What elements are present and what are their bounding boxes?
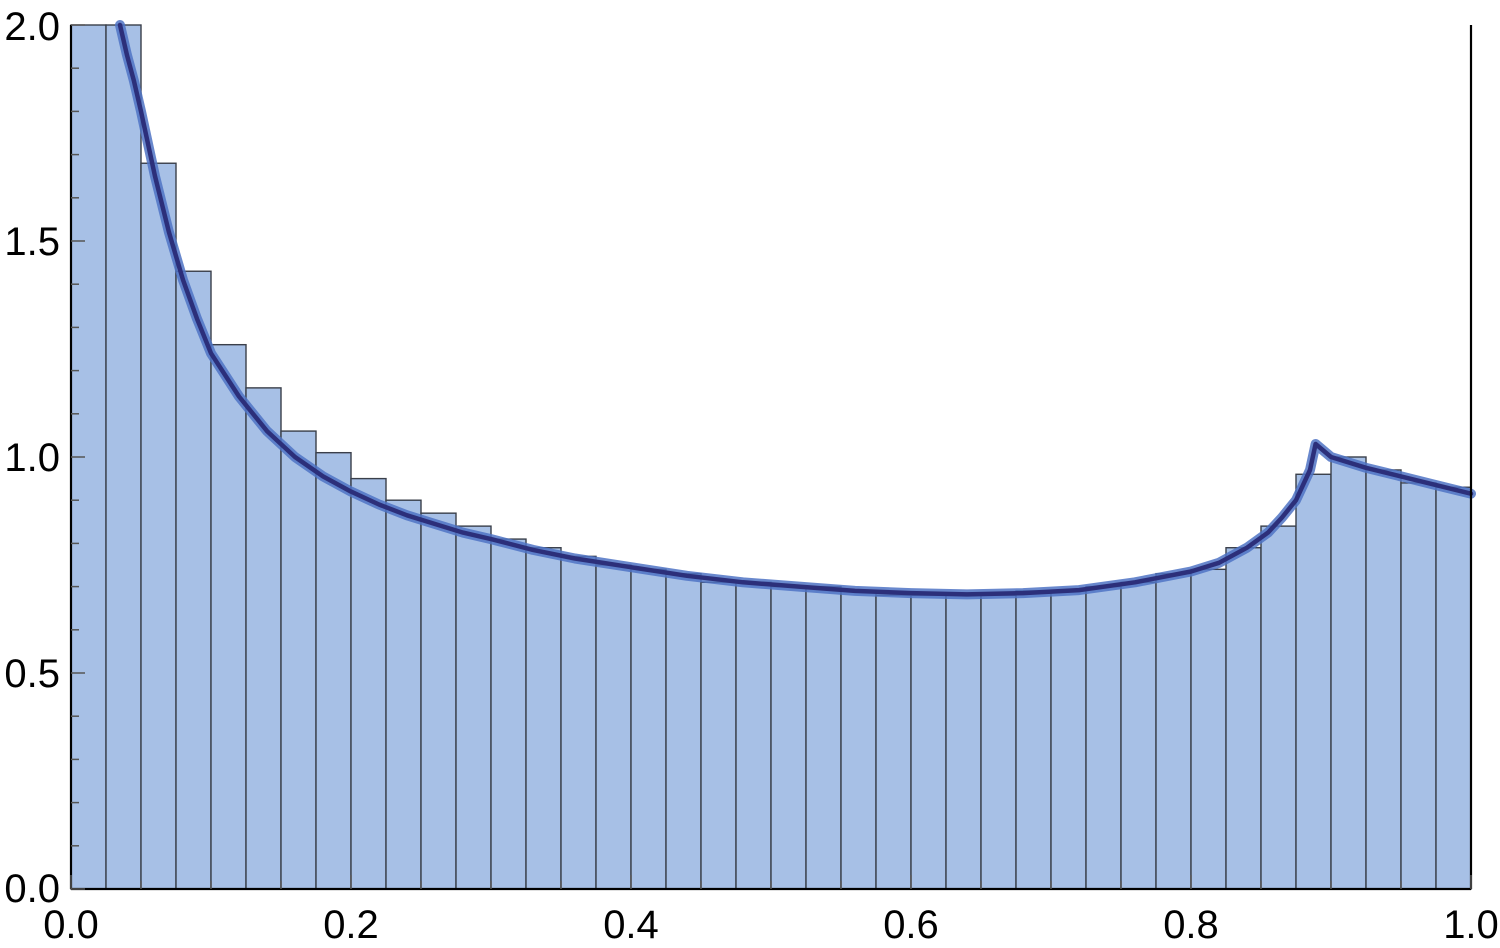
histogram-bar [420, 512, 457, 890]
histogram-bars [70, 24, 1472, 890]
histogram-bar [350, 477, 387, 890]
histogram-bar [1365, 469, 1402, 890]
histogram-bar [525, 547, 562, 890]
density-curve [115, 20, 1476, 600]
histogram-bar [560, 555, 597, 890]
x-tick-label: 0.4 [603, 903, 659, 947]
histogram-bar [210, 343, 247, 890]
histogram-bar [455, 525, 492, 890]
histogram-bar [840, 590, 877, 890]
x-tick-label: 0.0 [43, 903, 99, 947]
histogram-bar [1050, 590, 1087, 890]
histogram-bar [280, 430, 317, 890]
histogram-bar [1120, 581, 1157, 890]
histogram-bar [1225, 547, 1262, 890]
histogram-bar [700, 581, 737, 890]
histogram-bar [665, 572, 702, 890]
y-tick-label: 1.0 [4, 436, 60, 480]
histogram-bar [385, 499, 422, 890]
y-tick-label: 2.0 [4, 5, 60, 49]
histogram-bar [770, 585, 807, 890]
histogram-bar [1435, 486, 1472, 890]
histogram-bar [875, 594, 912, 890]
histogram-bar [1330, 456, 1367, 890]
x-tick-label: 0.6 [883, 903, 939, 947]
histogram-bar [1400, 482, 1437, 890]
histogram-bar [595, 564, 632, 890]
histogram-bar [105, 24, 142, 890]
histogram-bar [315, 451, 352, 890]
histogram-bar [245, 387, 282, 890]
histogram-bar [140, 162, 177, 890]
histogram-bar [175, 270, 212, 890]
y-tick-label: 0.0 [4, 867, 60, 911]
y-tick-label: 1.5 [4, 220, 60, 264]
y-tick-label: 0.5 [4, 652, 60, 696]
x-tick-label: 0.2 [323, 903, 379, 947]
x-tick-label: 0.8 [1163, 903, 1219, 947]
histogram-bar [630, 568, 667, 890]
histogram-bar [1085, 585, 1122, 890]
histogram-bar [980, 594, 1017, 890]
histogram-bar [735, 581, 772, 890]
histogram-bar [805, 585, 842, 890]
histogram-bar [910, 594, 947, 890]
histogram-bar [945, 594, 982, 890]
y-ticks: 0.0 0.5 1.0 1.5 2.0 [4, 5, 85, 911]
x-tick-label: 1.0 [1443, 903, 1499, 947]
histogram-bar [1260, 525, 1297, 890]
density-curve-line [117, 22, 1474, 597]
x-ticks: 0.0 0.2 0.4 0.6 0.8 1.0 [43, 875, 1499, 947]
histogram-bar [1015, 590, 1052, 890]
histogram-bar [1190, 568, 1227, 890]
histogram-bar [1155, 572, 1192, 890]
histogram-bar [490, 538, 527, 890]
histogram-bar [1295, 473, 1332, 890]
